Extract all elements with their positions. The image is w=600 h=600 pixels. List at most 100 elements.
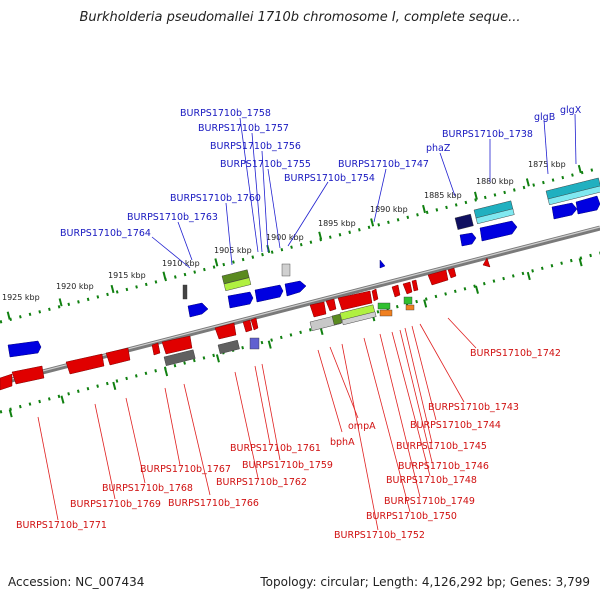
forward-strand-genes xyxy=(7,195,600,358)
reverse-strand-genes xyxy=(0,257,491,391)
scale-tick xyxy=(370,218,375,227)
scale-tick xyxy=(525,178,530,187)
gene-arrow xyxy=(105,347,131,366)
tick-label: 1900 kbp xyxy=(266,233,304,242)
tick-label: 1915 kbp xyxy=(108,271,146,280)
gene-arrow xyxy=(11,365,45,385)
feature-box xyxy=(163,349,196,366)
gene-label: BURPS1710b_1762 xyxy=(216,477,307,488)
gene-arrow xyxy=(551,202,578,220)
gene-label: BURPS1710b_1748 xyxy=(386,475,477,486)
scale-tick xyxy=(110,284,115,294)
gene-arrow xyxy=(0,373,13,391)
gene-arrow xyxy=(187,302,209,318)
gene-arrow xyxy=(284,280,307,297)
gene-label: ompA xyxy=(348,421,376,432)
gene-label: bphA xyxy=(330,437,355,448)
gene-label: BURPS1710b_1754 xyxy=(284,173,375,184)
feature-box xyxy=(221,269,250,285)
gene-label: BURPS1710b_1761 xyxy=(230,443,321,454)
leader-lines-bottom xyxy=(37,317,477,531)
tick-label: 1910 kbp xyxy=(162,259,200,268)
gene-arrow xyxy=(427,269,449,286)
scale-tick xyxy=(422,204,426,214)
gene-arrow xyxy=(325,298,337,312)
feature-box xyxy=(217,339,240,354)
gene-labels-top: BURPS1710b_1764 BURPS1710b_1763 BURPS171… xyxy=(60,105,582,239)
gene-arrow xyxy=(309,301,327,318)
gene-label: glgX xyxy=(560,105,582,116)
feature-box xyxy=(223,277,252,292)
scale-tick xyxy=(58,298,63,307)
scale-tick xyxy=(318,231,323,240)
feature-box xyxy=(379,309,393,317)
gene-label: BURPS1710b_1766 xyxy=(168,498,259,509)
gene-marker xyxy=(379,259,386,269)
tick-label: 1875 kbp xyxy=(528,160,566,169)
feature-box xyxy=(547,185,600,206)
scale-tick xyxy=(215,354,220,363)
gene-label: BURPS1710b_1746 xyxy=(398,461,489,472)
gene-arrow xyxy=(151,342,161,356)
scale-tick xyxy=(473,191,478,200)
gene-label: BURPS1710b_1758 xyxy=(180,108,271,119)
tick-label: 1885 kbp xyxy=(424,191,462,200)
genome-summary: Topology: circular; Length: 4,126,292 bp… xyxy=(260,575,590,589)
scale-tick xyxy=(6,311,11,320)
tick-label: 1880 kbp xyxy=(476,177,514,186)
gene-arrow xyxy=(391,284,401,298)
scale-track-upper xyxy=(0,166,600,324)
gene-arrow xyxy=(65,353,105,375)
gene-label: BURPS1710b_1760 xyxy=(170,193,261,204)
gene-label: BURPS1710b_1756 xyxy=(210,141,301,152)
scale-labels: 1925 kbp 1920 kbp 1915 kbp 1910 kbp 1905… xyxy=(2,160,566,302)
gene-arrow xyxy=(479,220,518,242)
map-title: Burkholderia pseudomallei 1710b chromoso… xyxy=(79,10,521,25)
gene-label: BURPS1710b_1769 xyxy=(70,499,161,510)
feature-box xyxy=(405,304,415,311)
gene-label: BURPS1710b_1738 xyxy=(442,129,533,140)
leader-lines-top xyxy=(151,113,577,269)
tick-label: 1925 kbp xyxy=(2,293,40,302)
gene-label: phaZ xyxy=(426,143,451,154)
gene-label: BURPS1710b_1768 xyxy=(102,483,193,494)
scale-tick xyxy=(475,285,479,294)
feature-box xyxy=(377,302,391,310)
accession-text: Accession: NC_007434 xyxy=(8,575,145,589)
scale-tick xyxy=(526,271,531,281)
gene-arrow xyxy=(242,319,253,333)
gene-label: BURPS1710b_1742 xyxy=(470,348,561,359)
gene-arrow xyxy=(161,335,193,355)
gene-arrow xyxy=(459,232,477,247)
feature-box xyxy=(182,284,188,300)
gene-label: BURPS1710b_1759 xyxy=(242,460,333,471)
gene-label: BURPS1710b_1747 xyxy=(338,159,429,170)
scale-tick xyxy=(60,395,65,404)
gene-label: BURPS1710b_1757 xyxy=(198,123,289,134)
gene-label: BURPS1710b_1755 xyxy=(220,159,311,170)
tick-label: 1905 kbp xyxy=(214,246,252,255)
gene-arrow xyxy=(214,322,237,340)
gene-arrow xyxy=(402,281,413,295)
gene-label: BURPS1710b_1745 xyxy=(396,441,487,452)
gene-marker xyxy=(482,257,491,268)
scale-tick xyxy=(162,271,167,280)
gene-arrow xyxy=(447,267,457,279)
feature-box xyxy=(341,311,377,326)
feature-box xyxy=(403,296,413,305)
gene-arrow xyxy=(250,317,259,331)
scale-tick xyxy=(578,258,583,267)
gene-arrow xyxy=(411,279,419,292)
gene-label: BURPS1710b_1763 xyxy=(127,212,218,223)
feature-box xyxy=(331,313,343,325)
feature-box xyxy=(249,337,260,350)
scale-tick xyxy=(214,258,219,267)
gene-labels-bottom: BURPS1710b_1771 BURPS1710b_1769 BURPS171… xyxy=(16,348,561,541)
gene-label: BURPS1710b_1764 xyxy=(60,228,151,239)
gene-label: BURPS1710b_1771 xyxy=(16,520,107,531)
gene-arrow xyxy=(227,291,254,309)
scale-track-lower xyxy=(0,251,600,414)
feature-box xyxy=(475,208,515,225)
gene-label: BURPS1710b_1743 xyxy=(428,402,519,413)
